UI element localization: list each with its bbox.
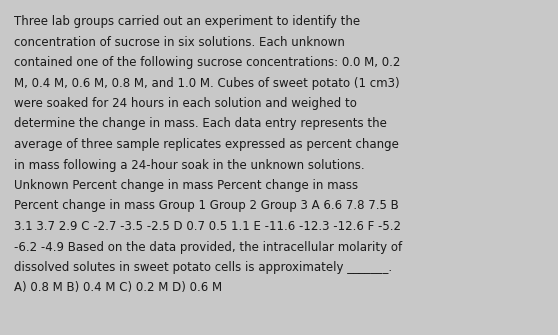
Text: dissolved solutes in sweet potato cells is approximately _______.: dissolved solutes in sweet potato cells …	[14, 261, 392, 274]
Text: 3.1 3.7 2.9 C -2.7 -3.5 -2.5 D 0.7 0.5 1.1 E -11.6 -12.3 -12.6 F -5.2: 3.1 3.7 2.9 C -2.7 -3.5 -2.5 D 0.7 0.5 1…	[14, 220, 401, 233]
Text: M, 0.4 M, 0.6 M, 0.8 M, and 1.0 M. Cubes of sweet potato (1 cm3): M, 0.4 M, 0.6 M, 0.8 M, and 1.0 M. Cubes…	[14, 76, 400, 89]
Text: average of three sample replicates expressed as percent change: average of three sample replicates expre…	[14, 138, 399, 151]
Text: A) 0.8 M B) 0.4 M C) 0.2 M D) 0.6 M: A) 0.8 M B) 0.4 M C) 0.2 M D) 0.6 M	[14, 281, 222, 294]
Text: were soaked for 24 hours in each solution and weighed to: were soaked for 24 hours in each solutio…	[14, 97, 357, 110]
Text: Unknown Percent change in mass Percent change in mass: Unknown Percent change in mass Percent c…	[14, 179, 358, 192]
Text: determine the change in mass. Each data entry represents the: determine the change in mass. Each data …	[14, 118, 387, 131]
Text: concentration of sucrose in six solutions. Each unknown: concentration of sucrose in six solution…	[14, 36, 345, 49]
Text: Percent change in mass Group 1 Group 2 Group 3 A 6.6 7.8 7.5 B: Percent change in mass Group 1 Group 2 G…	[14, 200, 399, 212]
Text: -6.2 -4.9 Based on the data provided, the intracellular molarity of: -6.2 -4.9 Based on the data provided, th…	[14, 241, 402, 254]
Text: in mass following a 24-hour soak in the unknown solutions.: in mass following a 24-hour soak in the …	[14, 158, 364, 172]
Text: contained one of the following sucrose concentrations: 0.0 M, 0.2: contained one of the following sucrose c…	[14, 56, 401, 69]
Text: Three lab groups carried out an experiment to identify the: Three lab groups carried out an experime…	[14, 15, 360, 28]
